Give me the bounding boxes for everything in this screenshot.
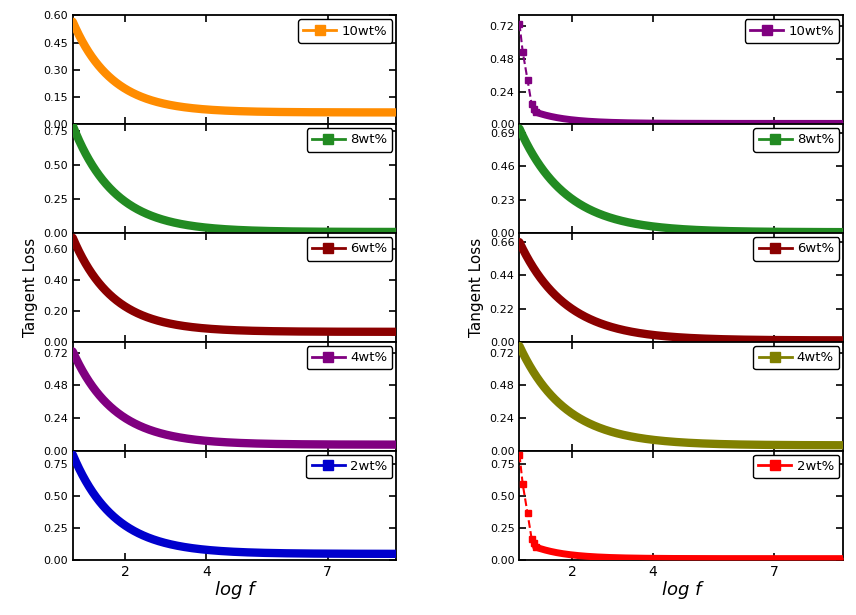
Y-axis label: Tangent Loss: Tangent Loss bbox=[22, 238, 38, 337]
Legend: 8wt%: 8wt% bbox=[753, 128, 839, 152]
Legend: 2wt%: 2wt% bbox=[306, 454, 393, 478]
Legend: 4wt%: 4wt% bbox=[753, 346, 839, 370]
Text: (a): (a) bbox=[361, 26, 389, 44]
Y-axis label: Tangent Loss: Tangent Loss bbox=[469, 238, 484, 337]
Legend: 2wt%: 2wt% bbox=[753, 454, 839, 478]
Legend: 6wt%: 6wt% bbox=[306, 237, 393, 261]
Legend: 8wt%: 8wt% bbox=[306, 128, 393, 152]
Legend: 10wt%: 10wt% bbox=[298, 19, 393, 43]
Text: (b): (b) bbox=[807, 26, 837, 44]
Legend: 6wt%: 6wt% bbox=[753, 237, 839, 261]
Legend: 10wt%: 10wt% bbox=[745, 19, 839, 43]
X-axis label: log f: log f bbox=[662, 581, 701, 599]
X-axis label: log f: log f bbox=[215, 581, 254, 599]
Legend: 4wt%: 4wt% bbox=[306, 346, 393, 370]
